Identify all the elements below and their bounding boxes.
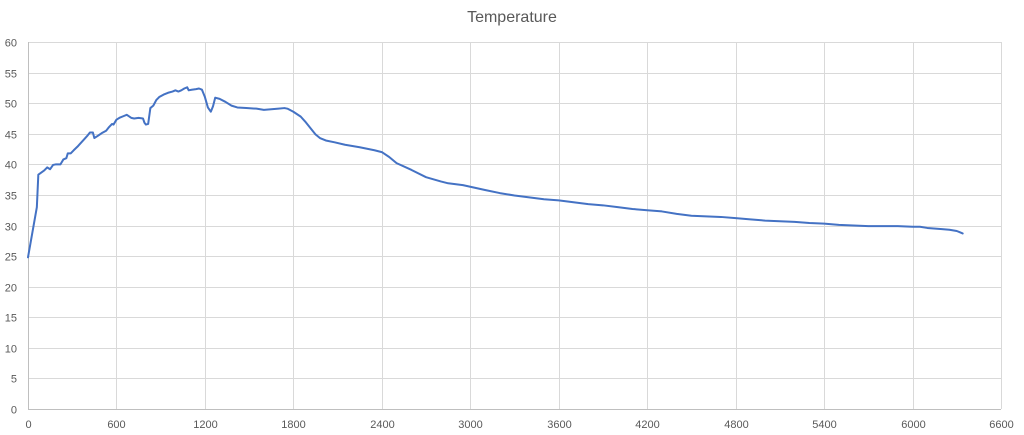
x-tick-label: 5400 xyxy=(812,419,836,431)
x-tick-label: 600 xyxy=(107,419,125,431)
x-tick-label: 3600 xyxy=(547,419,571,431)
x-tick-label: 1200 xyxy=(193,419,217,431)
y-tick-label: 45 xyxy=(5,130,17,142)
y-tick-label: 30 xyxy=(5,222,17,234)
y-tick-label: 0 xyxy=(11,405,17,417)
y-tick-label: 55 xyxy=(5,69,17,81)
x-tick-label: 3000 xyxy=(458,419,482,431)
y-tick-label: 25 xyxy=(5,252,17,264)
x-tick-label: 0 xyxy=(25,419,31,431)
y-tick-label: 15 xyxy=(5,313,17,325)
x-tick-label: 1800 xyxy=(281,419,305,431)
y-tick-label: 50 xyxy=(5,99,17,111)
y-tick-label: 40 xyxy=(5,160,17,172)
y-tick-label: 5 xyxy=(11,374,17,386)
temperature-series-line xyxy=(27,86,964,259)
x-tick-label: 4200 xyxy=(635,419,659,431)
x-axis-tick-labels: 0 600 1200 1800 2400 3000 3600 4200 4800 5400 6000… xyxy=(25,419,1013,431)
x-tick-label: 2400 xyxy=(370,419,394,431)
y-tick-label: 60 xyxy=(5,38,17,50)
x-tick-label: 6600 xyxy=(989,419,1013,431)
chart-title: Temperature xyxy=(467,9,557,26)
x-tick-label: 4800 xyxy=(724,419,748,431)
axes xyxy=(28,42,1001,410)
series-layer xyxy=(27,86,964,259)
y-axis-tick-labels: 0 5 10 15 20 25 30 35 40 45 50 55 60 xyxy=(5,38,17,417)
y-tick-label: 20 xyxy=(5,283,17,295)
y-tick-label: 10 xyxy=(5,344,17,356)
x-tick-label: 6000 xyxy=(901,419,925,431)
gridlines xyxy=(28,42,1002,409)
y-tick-label: 35 xyxy=(5,191,17,203)
